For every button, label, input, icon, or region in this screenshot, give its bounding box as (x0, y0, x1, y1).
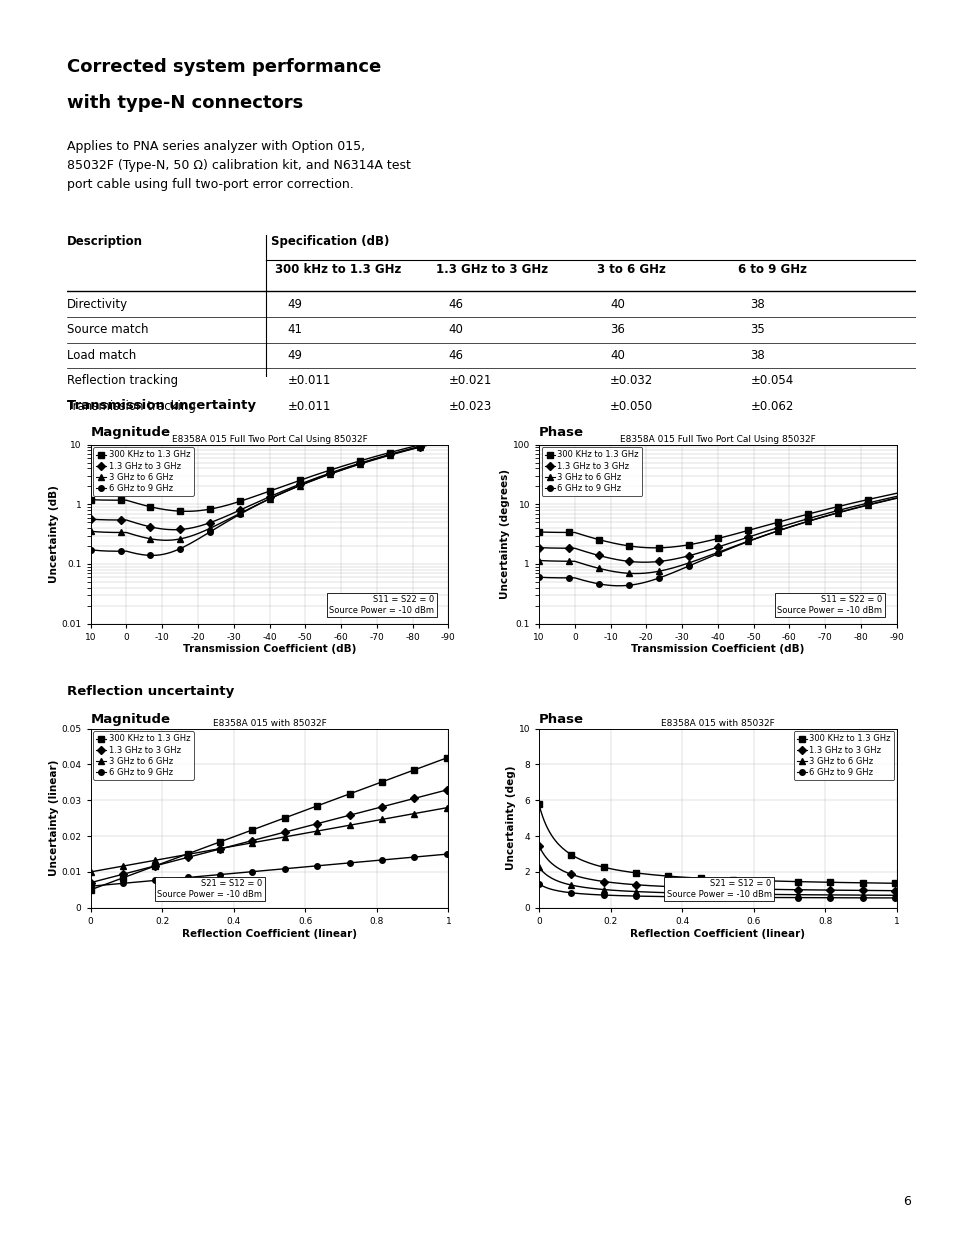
Text: Corrected system performance: Corrected system performance (67, 58, 380, 77)
Text: ±0.032: ±0.032 (610, 374, 653, 388)
Title: E8358A 015 Full Two Port Cal Using 85032F: E8358A 015 Full Two Port Cal Using 85032… (619, 435, 815, 443)
Text: S21 = S12 = 0
Source Power = -10 dBm: S21 = S12 = 0 Source Power = -10 dBm (666, 879, 771, 899)
Text: 40: 40 (448, 324, 463, 336)
Text: Source match: Source match (67, 324, 148, 336)
Text: 38: 38 (749, 298, 764, 311)
Legend: 300 KHz to 1.3 GHz, 1.3 GHz to 3 GHz, 3 GHz to 6 GHz, 6 GHz to 9 GHz: 300 KHz to 1.3 GHz, 1.3 GHz to 3 GHz, 3 … (93, 731, 193, 781)
Text: 38: 38 (749, 348, 764, 362)
Text: Phase: Phase (538, 713, 583, 726)
Text: Directivity: Directivity (67, 298, 128, 311)
Text: 300 kHz to 1.3 GHz: 300 kHz to 1.3 GHz (274, 263, 401, 277)
Text: Magnitude: Magnitude (91, 713, 171, 726)
X-axis label: Reflection Coefficient (linear): Reflection Coefficient (linear) (182, 929, 356, 939)
Text: 3 to 6 GHz: 3 to 6 GHz (597, 263, 665, 277)
Title: E8358A 015 with 85032F: E8358A 015 with 85032F (213, 719, 326, 727)
Text: 49: 49 (287, 298, 302, 311)
Text: ±0.054: ±0.054 (749, 374, 793, 388)
Text: ±0.023: ±0.023 (448, 400, 492, 412)
Text: Specification (dB): Specification (dB) (271, 235, 389, 248)
Text: 40: 40 (610, 348, 624, 362)
Text: Transmission tracking: Transmission tracking (67, 400, 195, 412)
Text: 49: 49 (287, 348, 302, 362)
Text: 36: 36 (610, 324, 624, 336)
Text: 35: 35 (749, 324, 764, 336)
Text: S21 = S12 = 0
Source Power = -10 dBm: S21 = S12 = 0 Source Power = -10 dBm (157, 879, 262, 899)
Text: S11 = S22 = 0
Source Power = -10 dBm: S11 = S22 = 0 Source Power = -10 dBm (777, 595, 882, 615)
X-axis label: Transmission Coefficient (dB): Transmission Coefficient (dB) (631, 645, 803, 655)
Text: Transmission uncertainty: Transmission uncertainty (67, 399, 255, 412)
Legend: 300 KHz to 1.3 GHz, 1.3 GHz to 3 GHz, 3 GHz to 6 GHz, 6 GHz to 9 GHz: 300 KHz to 1.3 GHz, 1.3 GHz to 3 GHz, 3 … (793, 731, 893, 781)
Text: Reflection uncertainty: Reflection uncertainty (67, 685, 233, 699)
Text: Magnitude: Magnitude (91, 426, 171, 440)
Text: Load match: Load match (67, 348, 136, 362)
X-axis label: Reflection Coefficient (linear): Reflection Coefficient (linear) (630, 929, 804, 939)
Y-axis label: Uncertainty (dB): Uncertainty (dB) (49, 485, 59, 583)
Y-axis label: Uncertainty (deg): Uncertainty (deg) (505, 766, 516, 871)
X-axis label: Transmission Coefficient (dB): Transmission Coefficient (dB) (183, 645, 355, 655)
Text: 1.3 GHz to 3 GHz: 1.3 GHz to 3 GHz (436, 263, 548, 277)
Y-axis label: Uncertainty (linear): Uncertainty (linear) (49, 760, 59, 877)
Text: 46: 46 (448, 348, 463, 362)
Text: 40: 40 (610, 298, 624, 311)
Text: Phase: Phase (538, 426, 583, 440)
Text: 46: 46 (448, 298, 463, 311)
Text: 41: 41 (287, 324, 302, 336)
Text: ±0.062: ±0.062 (749, 400, 793, 412)
Text: 6 to 9 GHz: 6 to 9 GHz (737, 263, 805, 277)
Text: 6: 6 (902, 1194, 910, 1208)
Legend: 300 KHz to 1.3 GHz, 1.3 GHz to 3 GHz, 3 GHz to 6 GHz, 6 GHz to 9 GHz: 300 KHz to 1.3 GHz, 1.3 GHz to 3 GHz, 3 … (541, 447, 641, 496)
Text: ±0.011: ±0.011 (287, 374, 331, 388)
Text: Description: Description (67, 235, 143, 248)
Legend: 300 KHz to 1.3 GHz, 1.3 GHz to 3 GHz, 3 GHz to 6 GHz, 6 GHz to 9 GHz: 300 KHz to 1.3 GHz, 1.3 GHz to 3 GHz, 3 … (93, 447, 193, 496)
Text: ±0.011: ±0.011 (287, 400, 331, 412)
Text: Reflection tracking: Reflection tracking (67, 374, 177, 388)
Text: with type-N connectors: with type-N connectors (67, 94, 303, 112)
Title: E8358A 015 Full Two Port Cal Using 85032F: E8358A 015 Full Two Port Cal Using 85032… (172, 435, 367, 443)
Text: Applies to PNA series analyzer with Option 015,
85032F (Type-N, 50 Ω) calibratio: Applies to PNA series analyzer with Opti… (67, 140, 410, 190)
Text: ±0.021: ±0.021 (448, 374, 492, 388)
Y-axis label: Uncertainty (degrees): Uncertainty (degrees) (499, 469, 510, 599)
Text: S11 = S22 = 0
Source Power = -10 dBm: S11 = S22 = 0 Source Power = -10 dBm (329, 595, 434, 615)
Text: ±0.050: ±0.050 (610, 400, 653, 412)
Title: E8358A 015 with 85032F: E8358A 015 with 85032F (660, 719, 774, 727)
